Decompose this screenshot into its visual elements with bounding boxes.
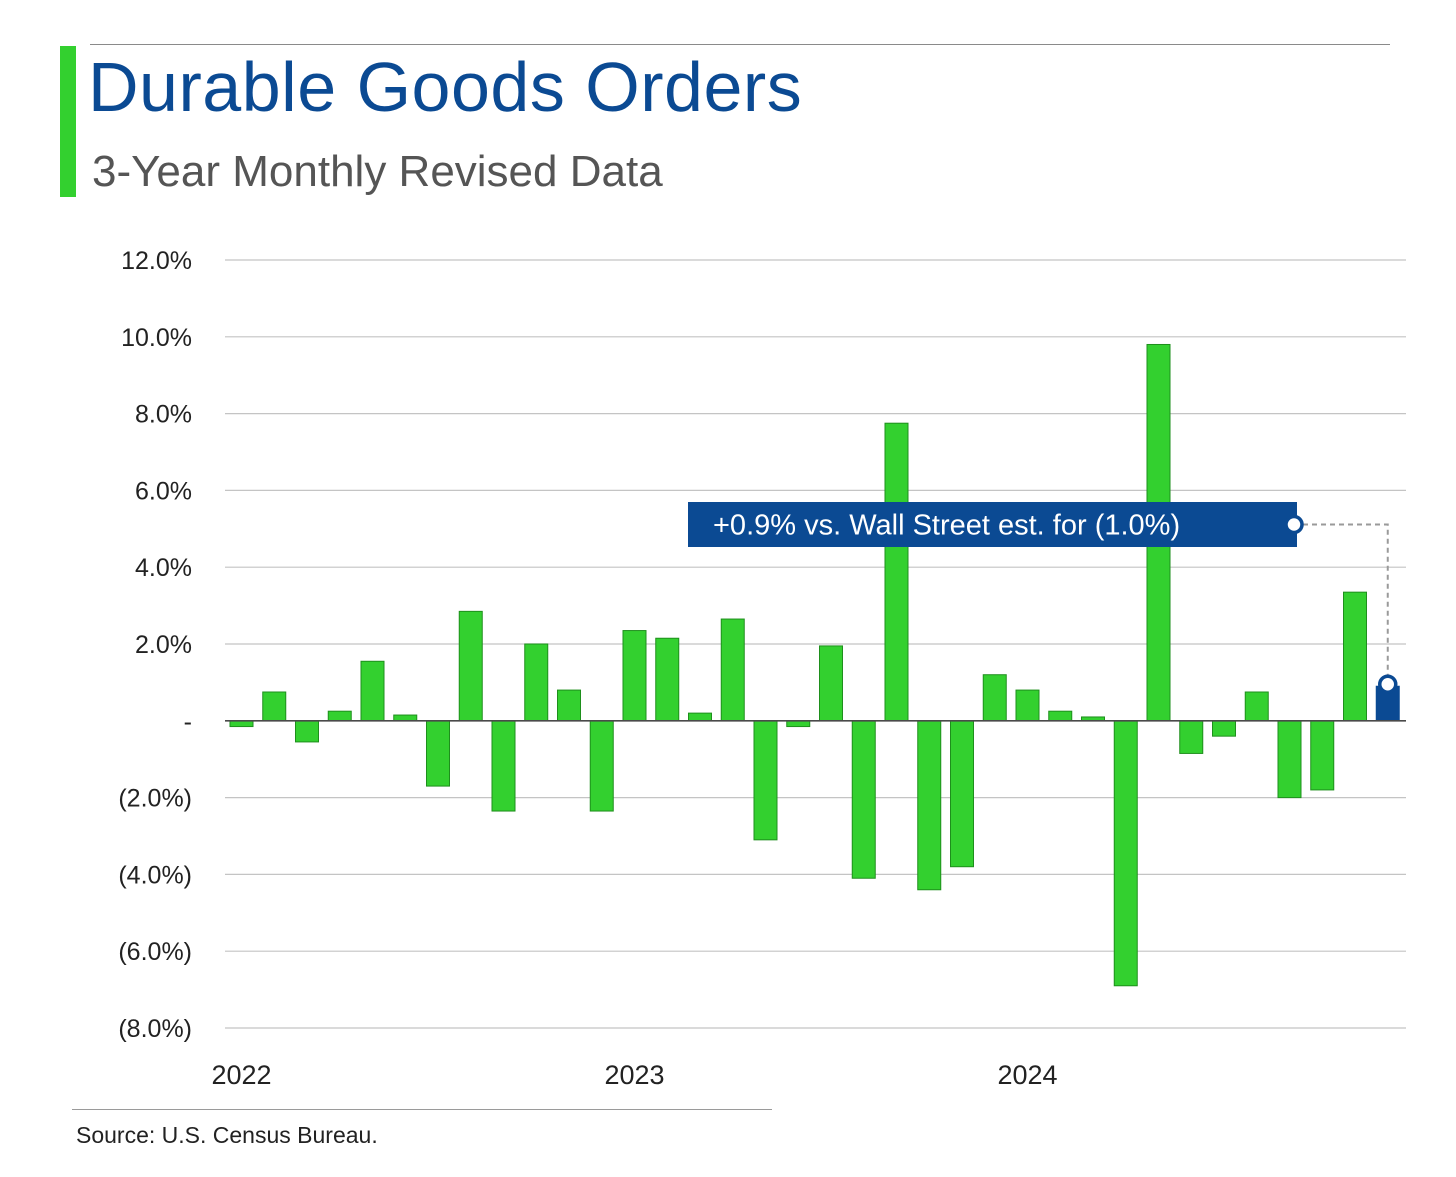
annotation-box [688, 502, 1297, 547]
source-note: Source: U.S. Census Bureau. [76, 1122, 378, 1148]
bar [327, 710, 352, 722]
page-title: Durable Goods Orders [88, 48, 803, 126]
y-tick-label: 8.0% [135, 401, 192, 429]
bar [655, 637, 680, 722]
y-tick-label: 12.0% [121, 247, 192, 275]
bar [917, 720, 942, 891]
y-tick-label: 6.0% [135, 477, 192, 505]
bar [1310, 720, 1335, 791]
bar [982, 674, 1007, 722]
page-subtitle: 3-Year Monthly Revised Data [92, 147, 663, 196]
bar [851, 720, 876, 879]
bar [589, 720, 614, 812]
bar [458, 610, 483, 722]
bar [426, 720, 450, 787]
bar [622, 630, 647, 722]
y-tick-label: (4.0%) [118, 861, 192, 889]
bar [1277, 720, 1302, 799]
x-tick-label: 2022 [211, 1060, 271, 1090]
bar [524, 643, 549, 722]
bar [1179, 720, 1204, 754]
bar [753, 720, 778, 841]
bar [393, 714, 418, 722]
y-tick-label: (8.0%) [118, 1015, 192, 1043]
bar [786, 720, 811, 728]
bar [360, 660, 385, 722]
bar [720, 618, 745, 722]
bar [1048, 710, 1073, 722]
top-rule [90, 44, 1390, 45]
bar [1343, 591, 1367, 722]
y-tick-label: 4.0% [135, 554, 192, 582]
annotation-text: +0.9% vs. Wall Street est. for (1.0%) [713, 510, 1180, 542]
annotation-leader-line [1303, 523, 1389, 687]
annotation-dot-start [1284, 514, 1304, 535]
bar [1015, 689, 1040, 722]
bar [491, 720, 516, 812]
bar [950, 720, 974, 868]
bar [1244, 691, 1269, 722]
bar [557, 689, 581, 722]
title-accent-bar [60, 46, 76, 197]
bar [1113, 720, 1138, 987]
bar [819, 645, 843, 722]
bar [229, 720, 254, 728]
bar [1212, 720, 1236, 737]
source-rule [72, 1109, 772, 1110]
bar [295, 720, 319, 743]
bar [688, 712, 712, 722]
x-tick-label: 2023 [604, 1060, 664, 1090]
y-tick-label: 10.0% [121, 324, 192, 352]
bar [884, 422, 909, 722]
x-tick-label: 2024 [997, 1060, 1057, 1090]
y-tick-label: (6.0%) [118, 938, 192, 966]
bar [262, 691, 287, 722]
y-tick-label: 2.0% [135, 631, 192, 659]
annotation-dot-end [1378, 674, 1398, 694]
y-tick-label: - [184, 708, 192, 736]
y-tick-label: (2.0%) [118, 785, 192, 813]
